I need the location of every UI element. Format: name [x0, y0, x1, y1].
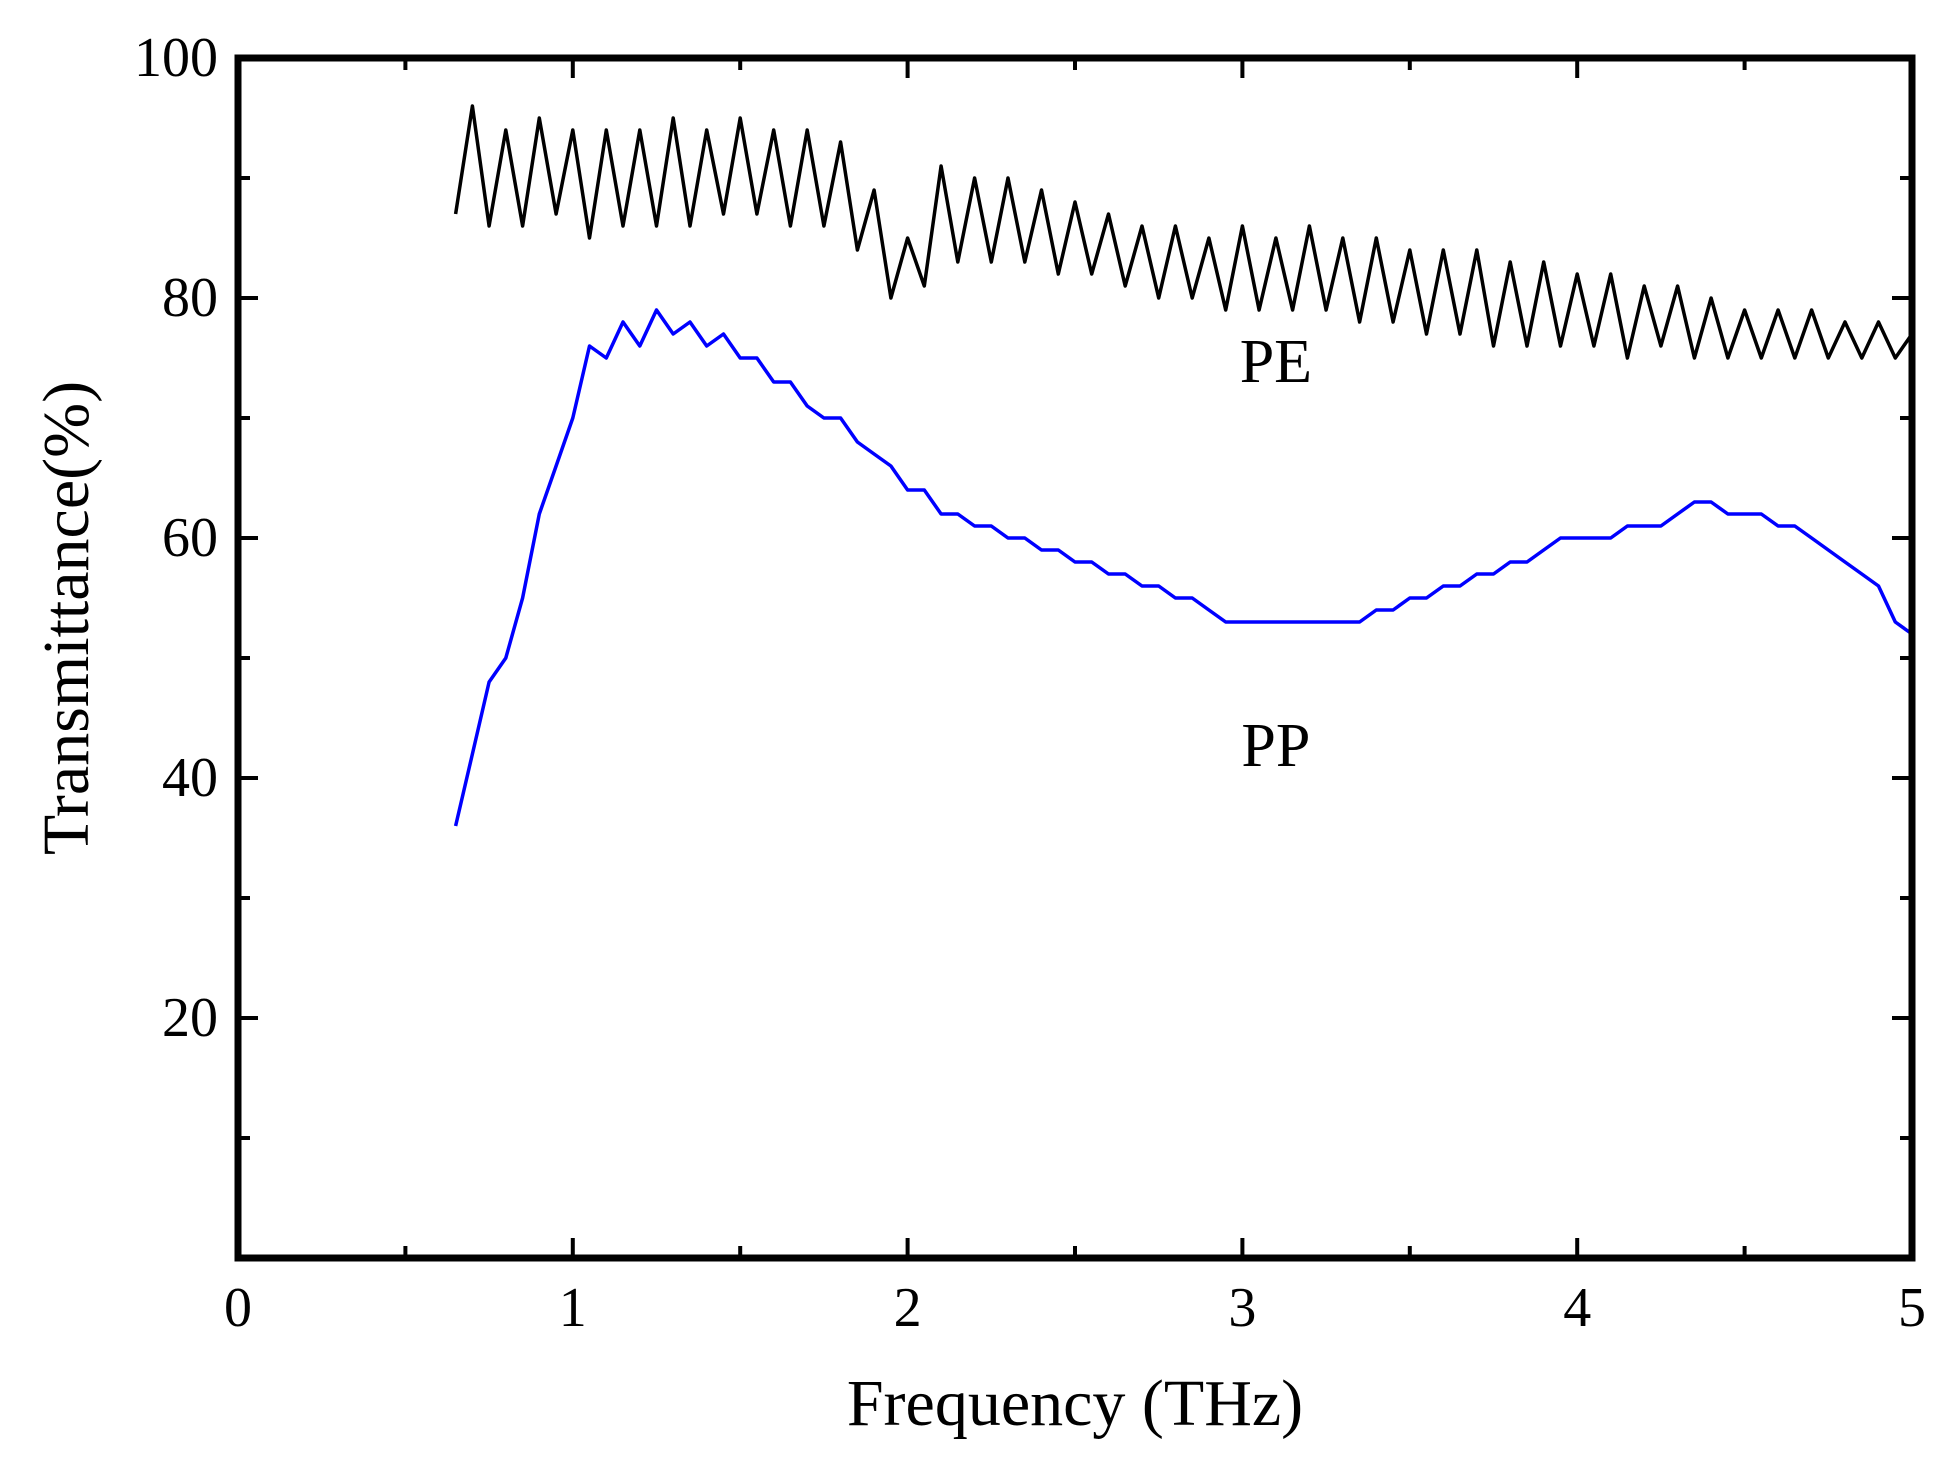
ticks-layer — [236, 56, 1914, 1260]
series-label-pe: PE — [1240, 328, 1312, 396]
x-tick-label: 4 — [1563, 1277, 1591, 1339]
series-layer — [453, 104, 1914, 827]
x-tick-label: 0 — [224, 1277, 252, 1339]
y-tick-label: 60 — [162, 507, 218, 569]
series-label-pp: PP — [1241, 712, 1310, 780]
y-tick-label: 20 — [162, 987, 218, 1049]
labels-layer: 0 1 2 3 4 5 20 40 60 80 100 PE PP — [134, 27, 1926, 1339]
y-tick-label: 40 — [162, 747, 218, 809]
x-tick-label: 2 — [894, 1277, 922, 1339]
x-tick-label: 5 — [1898, 1277, 1926, 1339]
series-line-pe — [453, 104, 1914, 360]
x-axis-label: Frequency (THz) — [847, 1367, 1303, 1440]
x-tick-label: 3 — [1228, 1277, 1256, 1339]
y-tick-label: 80 — [162, 267, 218, 329]
y-axis-label: Transmittance(%) — [30, 381, 103, 855]
y-tick-label: 100 — [134, 27, 218, 89]
series-line-pp — [453, 308, 1914, 827]
x-tick-label: 1 — [559, 1277, 587, 1339]
